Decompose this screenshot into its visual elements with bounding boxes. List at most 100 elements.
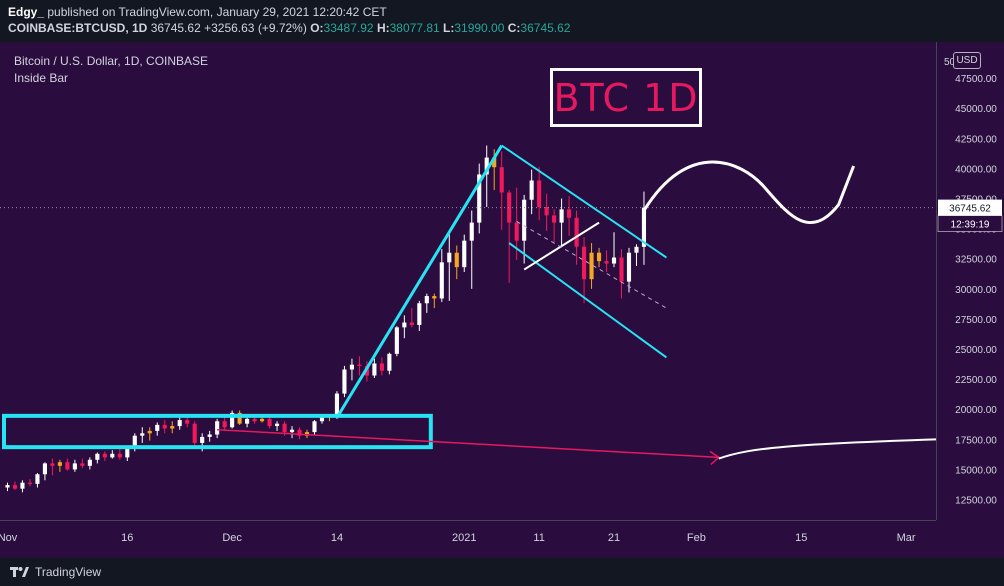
candle (589, 243, 594, 289)
candle (155, 422, 160, 436)
inner-trendline (523, 221, 600, 271)
countdown-value: 12:39:19 (951, 220, 990, 231)
currency-button[interactable]: USD (953, 52, 981, 69)
candle-body (200, 436, 205, 443)
chart-area[interactable]: 12500.00 15000.00 17500.00 20000.00 22500.00… (0, 42, 1004, 558)
candle-body (72, 463, 77, 470)
candle (50, 458, 55, 476)
price-tag-layer: 36745.62 12:39:19 (937, 199, 1003, 232)
candle (484, 145, 489, 207)
candle (379, 357, 384, 376)
candle (634, 244, 639, 266)
candle-body (507, 192, 512, 223)
legend-title[interactable]: Bitcoin / U.S. Dollar, 1D, COINBASE (14, 54, 209, 68)
high-label: H: (376, 21, 390, 35)
candle-body (409, 322, 414, 325)
candle-body (387, 353, 392, 371)
author-name[interactable]: Edgy_ (8, 5, 45, 19)
candle (417, 300, 422, 331)
candle-body (245, 418, 250, 424)
indicator-name[interactable]: Inside Bar (14, 71, 69, 85)
candle-body (462, 240, 467, 268)
candle (177, 417, 182, 430)
candle-body (57, 462, 62, 466)
candle (357, 356, 362, 376)
open-value: 33487.92 (323, 21, 374, 35)
candle (641, 191, 647, 265)
candle (462, 234, 467, 272)
candle-body (484, 157, 489, 175)
candle (297, 427, 302, 440)
candle (57, 459, 62, 472)
candles-layer (5, 145, 647, 493)
projection-curve-lower (718, 438, 937, 460)
candle-body (589, 252, 594, 280)
candle-body (492, 157, 497, 168)
price-tick-label: 17500.00 (955, 435, 997, 446)
candle (522, 194, 527, 264)
candle-body (537, 180, 542, 207)
candle-body (372, 363, 377, 376)
candle (469, 210, 474, 289)
candle-body (87, 459, 92, 466)
candle (439, 249, 444, 303)
tradingview-brand: TradingView (35, 565, 102, 579)
symbol-quote-line: COINBASE:BTCUSD, 1D 36745.62 +3256.63 (+… (8, 20, 996, 36)
impulse-trendline (335, 144, 503, 419)
tradingview-logo[interactable]: TradingView (10, 565, 101, 579)
candle-body (35, 474, 40, 484)
candle-body (544, 206, 549, 216)
candle (245, 417, 250, 428)
candle-body (177, 420, 182, 427)
candle-body (439, 262, 444, 299)
candle-body (185, 420, 190, 424)
price-tick-label: 15000.00 (955, 465, 997, 476)
candle-body (522, 199, 527, 241)
candle-body (454, 252, 459, 268)
candle (102, 451, 107, 462)
open-label: O: (310, 21, 324, 35)
candle-body (65, 462, 70, 470)
candle (387, 352, 392, 375)
candle (5, 482, 10, 492)
channel-lower-line (508, 242, 668, 359)
candle (626, 247, 632, 293)
candle-body (312, 421, 317, 433)
candle (72, 459, 77, 472)
candle-body (604, 261, 609, 264)
candle-body (27, 482, 33, 484)
low-label: L: (443, 21, 455, 35)
candle (312, 420, 317, 435)
time-tick-label: Nov (0, 532, 18, 544)
candle (65, 458, 70, 471)
candle-body (222, 421, 227, 428)
candle (544, 193, 549, 232)
candle (42, 462, 47, 481)
candle-body (42, 463, 47, 475)
candle-body (611, 257, 617, 264)
close-label: C: (507, 21, 521, 35)
candle (409, 308, 414, 328)
candle-body (402, 322, 407, 328)
price-tick-label: 12500.00 (955, 496, 997, 507)
time-axis[interactable] (0, 520, 936, 558)
price-tick-label: 47500.00 (955, 74, 997, 85)
candle-body (334, 393, 340, 417)
candle (342, 365, 347, 398)
candle (207, 430, 212, 442)
price-tick-label: 40000.00 (955, 164, 997, 175)
candle (611, 232, 617, 268)
btc-text-annotation[interactable]: BTC 1D (550, 68, 702, 127)
candle-body (252, 418, 257, 422)
candle-body (357, 364, 362, 366)
candle-body (155, 424, 160, 431)
price-axis[interactable] (936, 42, 1004, 520)
candle (552, 209, 557, 242)
candlestick-chart[interactable]: 12500.00 15000.00 17500.00 20000.00 22500.00… (0, 42, 1004, 558)
time-tick-label: Mar (897, 532, 916, 544)
candle-body (634, 246, 639, 253)
candle-body (207, 434, 212, 437)
candle (110, 450, 115, 459)
candle-body (626, 252, 632, 282)
candle-body (282, 423, 287, 433)
